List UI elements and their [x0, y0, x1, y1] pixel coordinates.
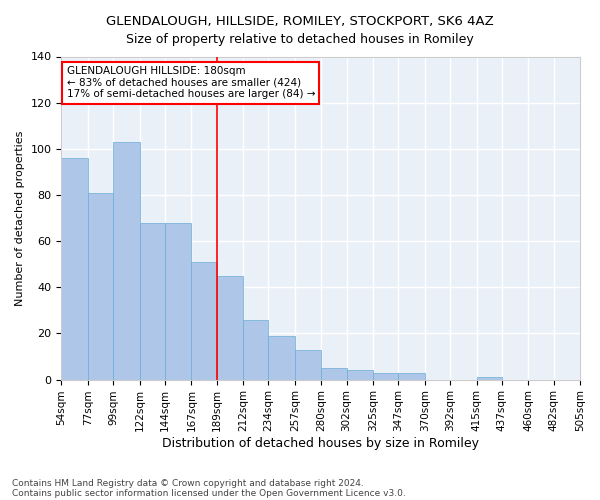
Text: Contains public sector information licensed under the Open Government Licence v3: Contains public sector information licen… — [12, 488, 406, 498]
Bar — [113, 142, 140, 380]
Y-axis label: Number of detached properties: Number of detached properties — [15, 130, 25, 306]
Text: Size of property relative to detached houses in Romiley: Size of property relative to detached ho… — [126, 32, 474, 46]
Bar — [243, 320, 268, 380]
Bar — [268, 336, 295, 380]
Bar — [476, 378, 502, 380]
X-axis label: Distribution of detached houses by size in Romiley: Distribution of detached houses by size … — [162, 437, 479, 450]
Bar — [373, 372, 398, 380]
Text: Contains HM Land Registry data © Crown copyright and database right 2024.: Contains HM Land Registry data © Crown c… — [12, 478, 364, 488]
Bar — [140, 222, 165, 380]
Bar — [321, 368, 347, 380]
Bar — [165, 222, 191, 380]
Text: GLENDALOUGH HILLSIDE: 180sqm
← 83% of detached houses are smaller (424)
17% of s: GLENDALOUGH HILLSIDE: 180sqm ← 83% of de… — [67, 66, 315, 100]
Bar — [295, 350, 321, 380]
Bar — [398, 372, 425, 380]
Text: GLENDALOUGH, HILLSIDE, ROMILEY, STOCKPORT, SK6 4AZ: GLENDALOUGH, HILLSIDE, ROMILEY, STOCKPOR… — [106, 15, 494, 28]
Bar — [191, 262, 217, 380]
Bar — [347, 370, 373, 380]
Bar — [217, 276, 243, 380]
Bar — [88, 192, 113, 380]
Bar — [61, 158, 88, 380]
